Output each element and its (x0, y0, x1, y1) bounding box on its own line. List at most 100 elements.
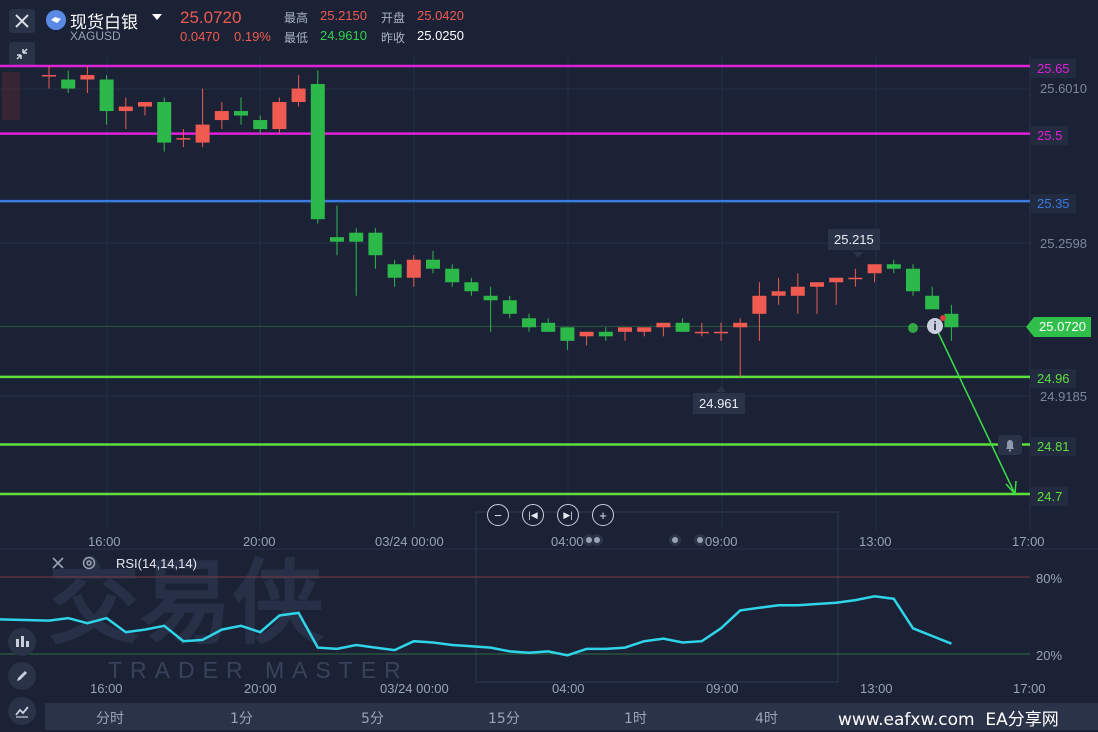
time-tick: 04:00 (551, 534, 584, 549)
watermark: 交易侠 TRADER MASTER (48, 511, 839, 683)
rsi-pane (0, 576, 1030, 657)
info-icon[interactable]: i (927, 318, 943, 334)
zoom-in-button[interactable]: + (592, 504, 614, 526)
draw-tool-button[interactable] (8, 662, 36, 690)
candle-body (752, 295, 767, 314)
tab-timeframe[interactable]: 4时 (755, 711, 778, 727)
candle-body (810, 282, 824, 287)
candle-body (656, 322, 671, 328)
price-dot (908, 323, 918, 333)
indicator-settings-button[interactable] (81, 555, 97, 576)
price-tick: 25.6010 (1040, 81, 1087, 96)
open-label: 开盘 (381, 11, 406, 25)
candle-body (714, 331, 728, 334)
tab-timeframe[interactable]: 1时 (624, 711, 647, 727)
candle-body (618, 327, 632, 332)
price-change-pct: 0.19% (234, 29, 271, 44)
indicator-tool-button[interactable] (8, 628, 36, 656)
watermark-brand: 交易侠 (48, 550, 325, 657)
candle-body (61, 79, 76, 89)
candle-ghost (2, 72, 20, 120)
candle-body (80, 75, 95, 80)
chevron-down-icon[interactable] (152, 14, 162, 20)
candle-body (867, 264, 882, 274)
collapse-button[interactable] (9, 42, 35, 66)
time-tick: 20:00 (243, 534, 276, 549)
candle-body (310, 84, 325, 220)
plus-icon: + (599, 507, 607, 523)
scroll-dot-core (697, 537, 703, 543)
candle-body (829, 277, 844, 283)
arrow-head (1005, 480, 1017, 495)
candle-body (790, 286, 805, 296)
candle-body (99, 79, 114, 112)
candle-body (406, 259, 421, 278)
candle-body (234, 111, 248, 116)
high-value: 25.2150 (320, 8, 367, 23)
level-label-24-7: 24.7 (1031, 487, 1069, 506)
shrink-icon (16, 48, 28, 60)
candle-body (253, 120, 268, 130)
candle-body (349, 232, 364, 242)
candle-body (944, 313, 959, 328)
bell-button[interactable] (998, 435, 1022, 455)
instrument-title[interactable]: 现货白银 (70, 13, 138, 33)
indicator-close-button[interactable] (51, 556, 65, 575)
high-label: 最高 (284, 11, 309, 25)
time-tick: 17:00 (1013, 681, 1046, 696)
time-tick: 03/24 00:00 (375, 534, 444, 549)
candle-body (445, 268, 460, 283)
candle-body (387, 264, 402, 278)
candle-body (464, 282, 479, 292)
time-tick: 16:00 (88, 534, 121, 549)
candle-body (330, 237, 344, 242)
indicator-name: RSI(14,14,14) (116, 556, 197, 571)
tab-timeframe[interactable]: 5分 (361, 711, 384, 727)
current-price-tag: 25.0720 (1034, 317, 1091, 337)
skip-back-button[interactable]: |◀ (522, 504, 544, 526)
silver-logo-icon (46, 10, 66, 30)
skip-forward-icon: ▶| (563, 509, 573, 520)
candle-body (522, 318, 536, 328)
candle-body (118, 106, 133, 112)
time-tick: 04:00 (552, 681, 585, 696)
low-label: 最低 (284, 31, 309, 45)
skip-forward-button[interactable]: ▶| (557, 504, 579, 526)
candle-body (272, 102, 287, 130)
annotations (583, 252, 1017, 546)
rsi-upper-label: 80% (1036, 571, 1063, 586)
footer-brand: www.eafxw.com EA分享网 (834, 705, 1063, 730)
tab-timeframe[interactable]: 15分 (488, 711, 520, 727)
candle-body (675, 322, 690, 332)
close-icon (52, 557, 64, 569)
tab-timeframe[interactable]: 分时 (96, 711, 124, 727)
trend-icon (15, 706, 29, 718)
line-tool-button[interactable] (8, 697, 36, 725)
candle-body (138, 102, 152, 107)
candle-body (483, 295, 498, 301)
candle-body (733, 322, 748, 328)
high-callout: 25.215 (828, 229, 880, 250)
level-label-24-81: 24.81 (1031, 437, 1076, 456)
time-tick: 16:00 (90, 681, 123, 696)
pencil-icon (17, 671, 27, 681)
instrument-symbol: XAGUSD (70, 29, 121, 43)
candles-icon (16, 636, 29, 647)
level-label-24-96: 24.96 (1031, 369, 1076, 388)
tab-timeframe[interactable]: 1分 (230, 711, 253, 727)
candle-body (541, 322, 556, 332)
last-price: 25.0720 (180, 8, 242, 27)
prev-close-value: 25.0250 (417, 28, 464, 43)
candle-body (906, 268, 920, 292)
candle-body (368, 232, 383, 256)
price-change: 0.0470 (180, 29, 220, 44)
level-label-25-65: 25.65 (1031, 59, 1076, 78)
zoom-out-button[interactable]: − (487, 504, 509, 526)
candle-body (291, 88, 306, 103)
callout-pointer (853, 252, 863, 258)
price-tick: 25.2598 (1040, 236, 1087, 251)
candle-body (598, 331, 613, 337)
level-lines (0, 64, 1030, 496)
close-button[interactable] (9, 9, 35, 33)
